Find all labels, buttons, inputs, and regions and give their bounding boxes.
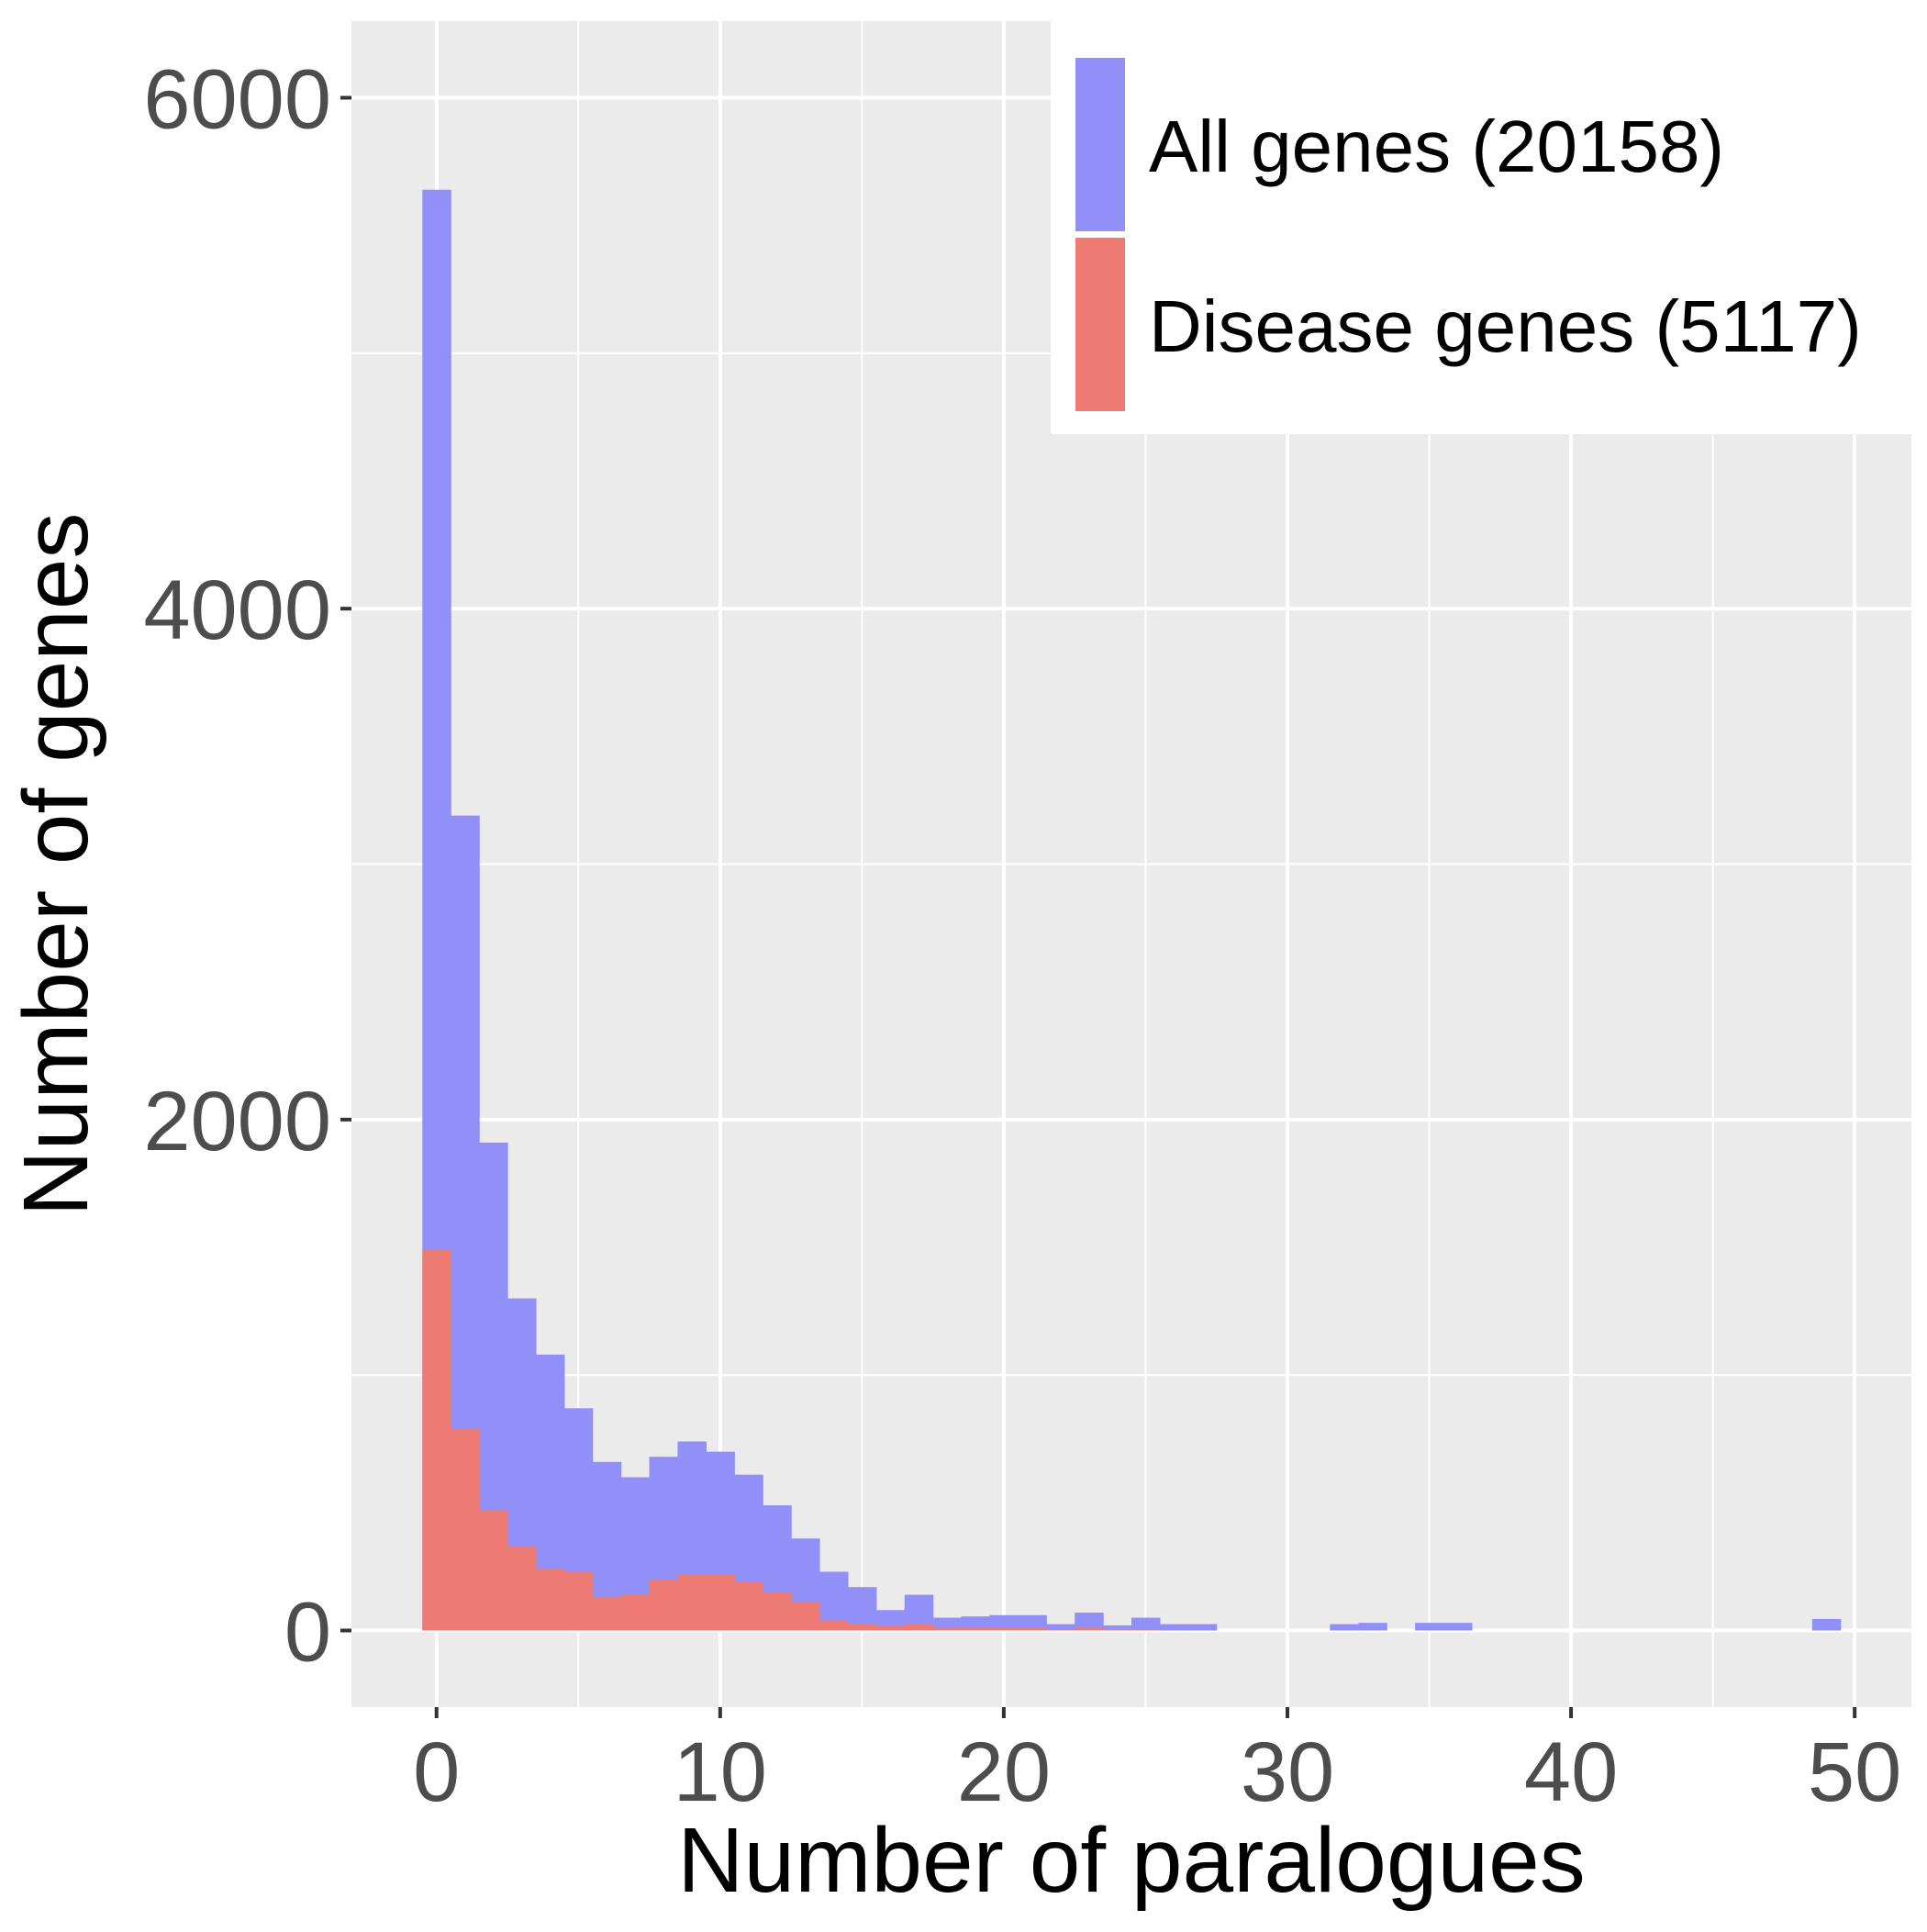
- all-genes-bar: [1358, 1623, 1387, 1631]
- disease-genes-bar: [649, 1579, 679, 1631]
- legend-label-disease-genes: Disease genes (5117): [1149, 285, 1862, 367]
- x-axis-title: Number of paralogues: [677, 1809, 1585, 1912]
- disease-genes-bar: [875, 1625, 906, 1631]
- all-genes-bar: [989, 1614, 1019, 1631]
- legend: All genes (20158) Disease genes (5117): [1051, 21, 1911, 434]
- disease-genes-bar: [1075, 1627, 1104, 1631]
- all-genes-bar: [1187, 1624, 1218, 1631]
- all-genes-bar: [1018, 1614, 1047, 1631]
- disease-genes-bar: [989, 1627, 1019, 1631]
- all-genes-bar: [1075, 1613, 1104, 1631]
- all-genes-bar: [1443, 1623, 1473, 1631]
- legend-key-disease-genes: [1075, 238, 1125, 411]
- disease-genes-bar: [422, 1249, 451, 1631]
- y-axis-title: Number of genes: [5, 512, 107, 1216]
- y-tick-label: 0: [284, 1586, 331, 1680]
- x-tick-label: 10: [674, 1725, 767, 1819]
- x-tick-label: 20: [957, 1725, 1051, 1819]
- x-tick-label: 0: [413, 1725, 460, 1819]
- disease-genes-bar: [1131, 1629, 1161, 1631]
- disease-genes-bar: [1018, 1627, 1047, 1631]
- disease-genes-bar: [961, 1627, 991, 1631]
- disease-genes-bar: [592, 1597, 622, 1631]
- all-genes-bar: [1330, 1624, 1359, 1631]
- disease-genes-bar: [904, 1624, 934, 1631]
- legend-background: [1051, 21, 1911, 434]
- x-tick-label: 30: [1241, 1725, 1334, 1819]
- legend-label-all-genes: All genes (20158): [1149, 106, 1724, 187]
- x-tick-label: 40: [1524, 1725, 1618, 1819]
- x-axis: 0 10 20 30 40 50: [413, 1707, 1901, 1819]
- y-tick-label: 6000: [143, 53, 331, 147]
- disease-genes-bar: [847, 1624, 877, 1631]
- y-axis: 0 2000 4000 6000: [143, 53, 351, 1680]
- all-genes-bar: [1811, 1618, 1842, 1631]
- disease-genes-bar: [706, 1574, 735, 1631]
- disease-genes-bar: [451, 1428, 480, 1631]
- disease-genes-bar: [563, 1571, 594, 1631]
- all-genes-bar: [1046, 1624, 1075, 1631]
- disease-genes-bar: [479, 1510, 508, 1631]
- disease-genes-bar: [507, 1546, 537, 1631]
- all-genes-bar: [1159, 1624, 1189, 1631]
- disease-genes-bar: [677, 1574, 707, 1631]
- all-genes-bar: [847, 1587, 877, 1631]
- disease-genes-bar: [535, 1569, 565, 1631]
- disease-genes-bar: [620, 1594, 651, 1631]
- all-genes-bar: [932, 1617, 963, 1631]
- disease-genes-bar: [1046, 1629, 1075, 1631]
- disease-genes-bar: [763, 1591, 792, 1631]
- disease-genes-bars: [422, 1249, 1161, 1631]
- all-genes-bar: [961, 1616, 991, 1631]
- disease-genes-bar: [734, 1581, 763, 1631]
- y-tick-label: 2000: [143, 1075, 331, 1168]
- disease-genes-bar: [791, 1602, 820, 1631]
- all-genes-bar: [1415, 1623, 1444, 1631]
- all-genes-bar: [1103, 1625, 1132, 1631]
- y-tick-label: 4000: [143, 564, 331, 657]
- x-tick-label: 50: [1808, 1725, 1901, 1819]
- disease-genes-bar: [932, 1627, 963, 1631]
- disease-genes-bar: [1103, 1629, 1132, 1631]
- disease-genes-bar: [819, 1620, 849, 1631]
- legend-key-all-genes: [1075, 58, 1125, 231]
- all-genes-bar: [1131, 1617, 1161, 1631]
